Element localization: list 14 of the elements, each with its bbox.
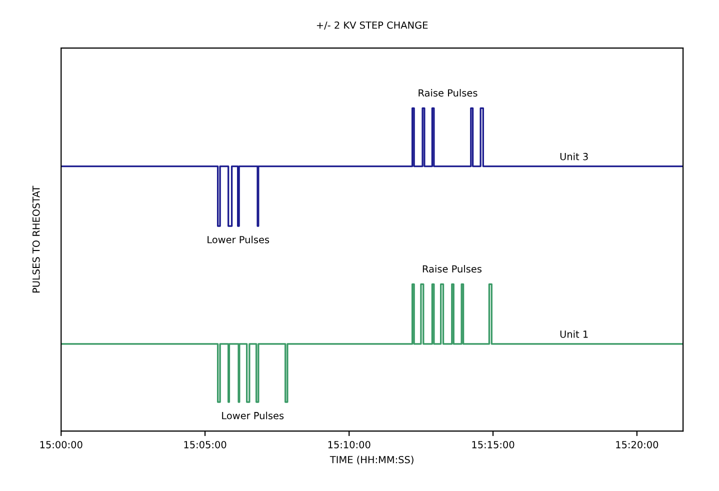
x-tick-label: 15:00:00 [40,440,82,448]
x-tick-label: 15:15:00 [472,440,514,448]
y-axis-title: PULSES TO RHEOSTAT [32,186,40,293]
x-tick-label: 15:05:00 [184,440,226,448]
annotation: Lower Pulses [222,412,284,420]
x-axis-title: TIME (HH:MM:SS) [330,456,414,464]
annotation: Lower Pulses [208,236,270,244]
series-label: Unit 1 [560,330,588,338]
text: Raise Pulses [418,89,478,97]
annotation: Raise Pulses [422,265,482,273]
series-label: Unit 3 [560,152,588,160]
x-tick-label: 15:20:00 [616,440,658,448]
x-tick-label: 15:10:00 [328,440,370,448]
chart-title: +/- 2 KV STEP CHANGE [316,21,428,30]
